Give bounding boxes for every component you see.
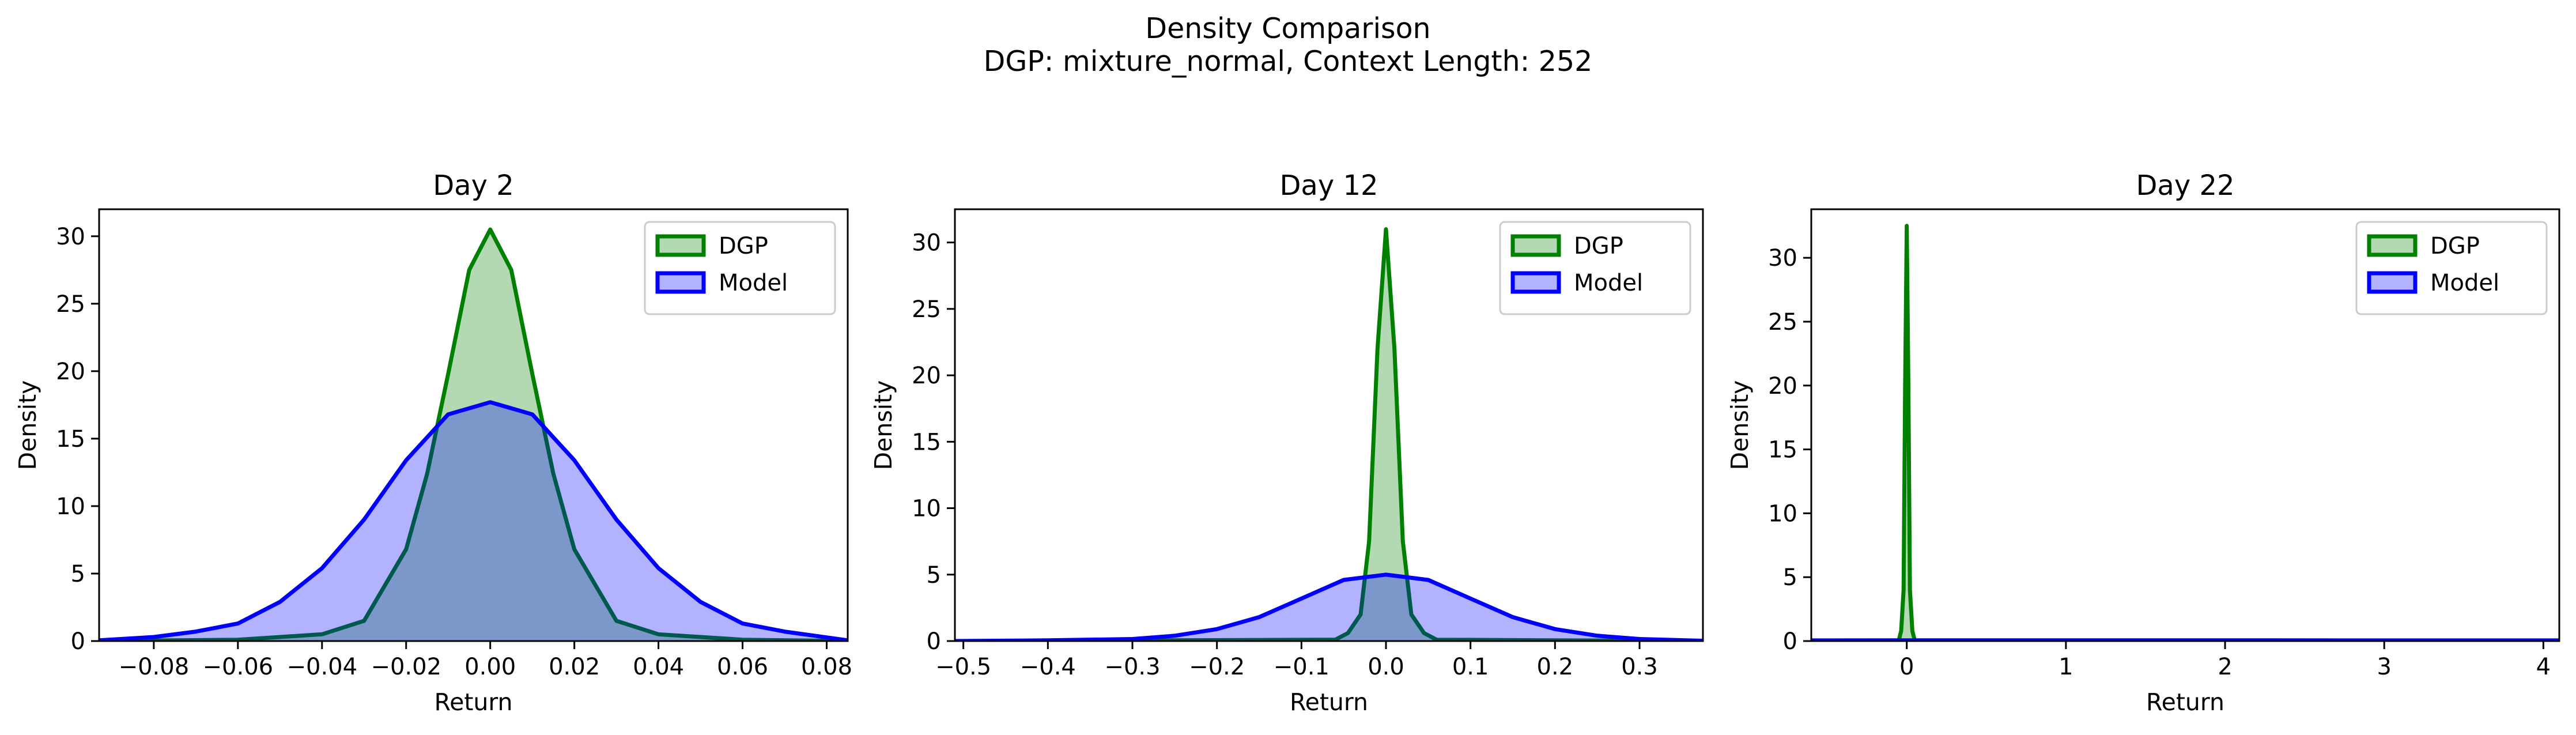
y-tick-label: 30 [56, 224, 85, 250]
y-tick-label: 30 [1768, 245, 1797, 272]
y-tick-label: 5 [1783, 564, 1797, 591]
x-tick-label: 0.3 [1621, 654, 1658, 680]
x-tick-label: −0.4 [1020, 654, 1076, 680]
x-tick-label: −0.2 [1189, 654, 1245, 680]
x-tick-label: 2 [2218, 654, 2232, 680]
x-tick-label: −0.3 [1104, 654, 1160, 680]
panel-title: Day 2 [433, 169, 514, 202]
y-axis-label: Density [14, 380, 41, 470]
x-tick-label: 0.06 [717, 654, 768, 680]
legend-swatch-model [655, 271, 706, 294]
x-tick-label: 0.2 [1537, 654, 1574, 680]
axes-frame [1810, 208, 2560, 642]
x-tick-label: 0.0 [1368, 654, 1404, 680]
legend-label-model: Model [719, 270, 788, 296]
series-model-area [955, 574, 1703, 641]
y-tick-label: 10 [912, 496, 941, 522]
x-tick-label: 0.02 [549, 654, 600, 680]
y-tick-label: 25 [912, 296, 941, 323]
x-tick-label: 0.00 [464, 654, 516, 680]
legend-swatch-dgp [2367, 234, 2418, 257]
legend-label-model: Model [2430, 270, 2499, 296]
x-tick-label: 1 [2058, 654, 2073, 680]
x-axis-label: Return [1290, 688, 1368, 716]
y-axis-label: Density [1726, 380, 1754, 470]
y-tick-label: 0 [1783, 628, 1797, 655]
x-tick-label: −0.04 [286, 654, 357, 680]
legend-label-dgp: DGP [2430, 233, 2480, 259]
y-tick-label: 5 [927, 562, 941, 589]
legend-swatch-dgp [655, 234, 706, 257]
axes-frame [98, 208, 849, 642]
series-dgp-area [99, 229, 848, 641]
x-tick-label: −0.06 [203, 654, 274, 680]
legend-swatch-model [1510, 271, 1561, 294]
panel-title: Day 22 [2136, 169, 2234, 202]
series-dgp-line [1811, 224, 2559, 641]
legend: DGP Model [644, 221, 836, 315]
y-axis-label: Density [870, 380, 897, 470]
y-tick-label: 0 [927, 628, 941, 655]
series-dgp-line [99, 227, 848, 641]
legend-swatch-model [2367, 271, 2418, 294]
x-axis-label: Return [434, 688, 512, 716]
y-tick-label: 25 [1768, 309, 1797, 336]
y-tick-label: 30 [912, 230, 941, 257]
panel-day-22: 0 1 2 3 4 0 5 10 15 20 25 30 Day 22 Return Density DGP M… [1726, 169, 2560, 716]
y-tick-label: 20 [1768, 373, 1797, 399]
legend-label-dgp: DGP [1574, 233, 1623, 259]
x-tick-label: 0.04 [633, 654, 684, 680]
axes-frame [954, 208, 1704, 642]
figure-subtitle: DGP: mixture_normal, Context Length: 252 [984, 45, 1593, 78]
y-tick-label: 20 [912, 363, 941, 389]
series-model-area [99, 402, 848, 641]
series-model-line [99, 400, 848, 641]
x-tick-label: −0.5 [935, 654, 991, 680]
x-tick-label: −0.1 [1274, 654, 1329, 680]
y-tick-label: 15 [56, 426, 85, 453]
y-tick-label: 10 [1768, 500, 1797, 527]
panel-title: Day 12 [1279, 169, 1378, 202]
y-tick-label: 20 [56, 359, 85, 385]
x-tick-label: −0.02 [371, 654, 441, 680]
x-axis-label: Return [2146, 688, 2224, 716]
x-tick-label: 3 [2377, 654, 2391, 680]
figure-title: Density Comparison [1145, 12, 1430, 45]
x-tick-label: 0 [1899, 654, 1914, 680]
x-tick-label: 0.1 [1452, 654, 1489, 680]
panel-day-12: −0.5 −0.4 −0.3 −0.2 −0.1 0.0 0.1 0.2 0.3 0 5 10 15 20… [870, 169, 1704, 716]
y-tick-label: 0 [71, 628, 85, 655]
legend-label-dgp: DGP [719, 233, 768, 259]
x-tick-label: −0.08 [119, 654, 190, 680]
panel-day-2: −0.08 −0.06 −0.04 −0.02 0.00 0.02 0.04 0.06 0.08… [14, 169, 852, 716]
y-tick-label: 15 [1768, 437, 1797, 463]
y-tick-label: 15 [912, 429, 941, 455]
y-tick-label: 5 [71, 561, 85, 587]
series-dgp-line [955, 227, 1703, 641]
legend-label-model: Model [1574, 270, 1643, 296]
legend-swatch-dgp [1510, 234, 1561, 257]
legend: DGP Model [1499, 221, 1691, 315]
legend: DGP Model [2355, 221, 2548, 315]
x-tick-label: 0.08 [801, 654, 852, 680]
x-tick-label: 4 [2536, 654, 2551, 680]
series-model-line [955, 572, 1703, 641]
y-tick-label: 10 [56, 493, 85, 520]
y-tick-label: 25 [56, 291, 85, 318]
